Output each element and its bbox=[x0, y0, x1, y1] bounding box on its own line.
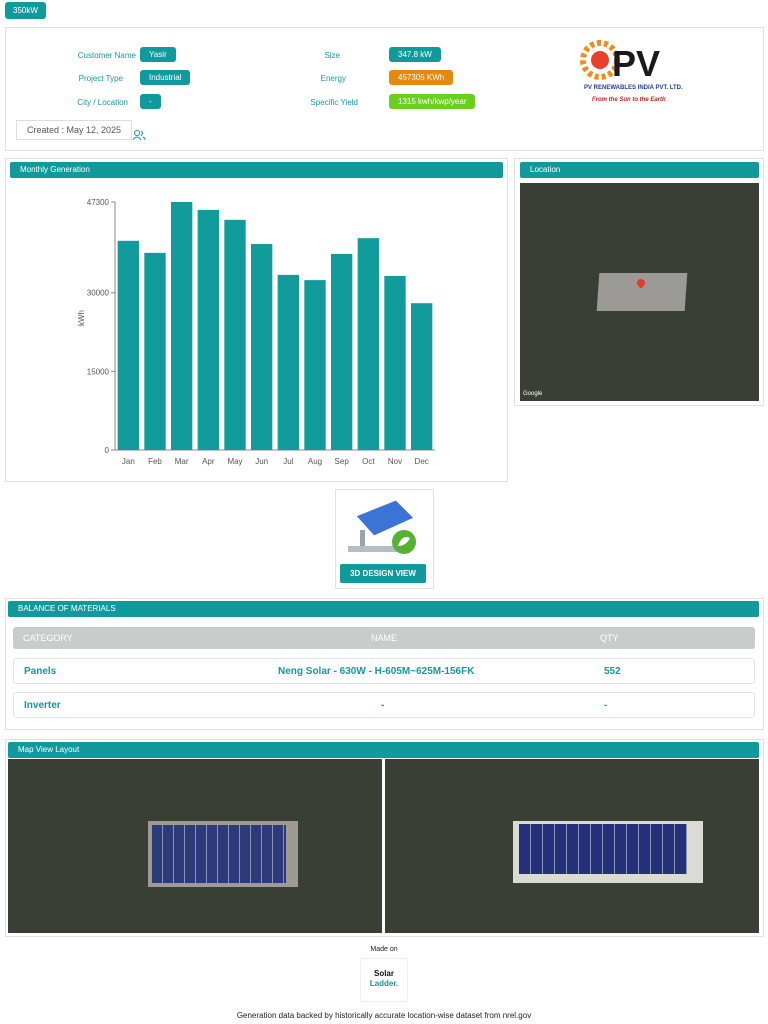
info-card: Customer Name Yasir Project Type Industr… bbox=[5, 27, 764, 151]
google-label: Google bbox=[523, 391, 543, 397]
field-label: Project Type bbox=[78, 74, 123, 83]
column-header: QTY bbox=[600, 633, 619, 643]
field-value: 457305 KWh bbox=[389, 70, 454, 85]
layout-map[interactable] bbox=[8, 759, 382, 933]
x-tick-label: Aug bbox=[308, 457, 322, 466]
logo-tagline: From the Sun to the Earth bbox=[592, 97, 666, 103]
brand-top: Solar bbox=[373, 969, 394, 978]
capacity-badge[interactable]: 350kW bbox=[5, 2, 46, 19]
bar bbox=[411, 303, 433, 450]
map-view-title: Map View Layout bbox=[8, 742, 759, 758]
chart: kWh 0 15000 30000 47300 Jan Feb Mar Apr May Jun Jul… bbox=[77, 198, 435, 466]
bar bbox=[171, 202, 193, 450]
materials-title: BALANCE OF MATERIALS bbox=[8, 601, 759, 617]
y-tick-label: 30000 bbox=[87, 289, 110, 298]
x-tick-label: Feb bbox=[148, 457, 162, 466]
brand-bottom: Ladder. bbox=[369, 979, 399, 988]
field-value: Yasir bbox=[140, 47, 176, 62]
bar bbox=[277, 274, 299, 450]
bar bbox=[251, 243, 273, 450]
footer-note: Generation data backed by historically a… bbox=[236, 1011, 532, 1020]
company-logo: PV PV RENEWABLES INDIA PVT. LTD. From th… bbox=[580, 40, 683, 103]
y-tick-label: 15000 bbox=[87, 367, 110, 376]
created-date: Created : May 12, 2025 bbox=[16, 120, 133, 140]
logo-company: PV RENEWABLES INDIA PVT. LTD. bbox=[584, 85, 683, 91]
layout-map[interactable] bbox=[385, 759, 759, 933]
field-value: 1315 kwh/kwp/year bbox=[389, 94, 476, 109]
bar bbox=[304, 280, 326, 450]
design-view-button[interactable]: 3D DESIGN VIEW bbox=[340, 564, 426, 583]
logo-mark: PV bbox=[612, 43, 660, 84]
column-header: CATEGORY bbox=[23, 633, 73, 643]
materials-card bbox=[5, 598, 764, 730]
bar bbox=[117, 240, 139, 450]
x-tick-label: Mar bbox=[175, 457, 189, 466]
field-value: - bbox=[140, 94, 161, 109]
column-header: NAME bbox=[371, 633, 398, 643]
bar bbox=[197, 209, 219, 450]
field-label: Specific Yield bbox=[310, 98, 358, 107]
location-title: Location bbox=[520, 162, 759, 178]
x-tick-label: Jun bbox=[255, 457, 268, 466]
panel-array bbox=[519, 824, 687, 874]
x-tick-label: Jan bbox=[122, 457, 135, 466]
bar bbox=[384, 275, 406, 450]
cell: Inverter bbox=[24, 700, 61, 711]
x-tick-label: Oct bbox=[362, 457, 375, 466]
field-value: 347.8 kW bbox=[389, 47, 441, 62]
users-icon[interactable] bbox=[132, 129, 146, 141]
bar bbox=[331, 253, 353, 450]
x-tick-label: Apr bbox=[202, 457, 215, 466]
field-label: Energy bbox=[320, 74, 346, 83]
y-tick-label: 0 bbox=[105, 446, 110, 455]
y-tick-label: 47300 bbox=[87, 198, 110, 207]
table-row: Inverter - - bbox=[13, 692, 755, 718]
field-label: Size bbox=[324, 51, 340, 60]
bar bbox=[144, 252, 166, 450]
panel-array bbox=[152, 825, 286, 883]
cell: Neng Solar - 630W - H-605M~625M-156FK bbox=[278, 666, 475, 677]
cell: 552 bbox=[604, 666, 621, 677]
field-value: Industrial bbox=[140, 70, 191, 85]
design-icon bbox=[348, 499, 416, 554]
bar bbox=[357, 238, 379, 450]
table-row: Panels Neng Solar - 630W - H-605M~625M-1… bbox=[13, 658, 755, 684]
x-tick-label: Dec bbox=[415, 457, 429, 466]
cell: - bbox=[381, 700, 385, 711]
brand-logo[interactable]: Solar Ladder. bbox=[360, 958, 408, 1002]
bar bbox=[224, 219, 246, 450]
chart-title: Monthly Generation bbox=[10, 162, 503, 178]
x-tick-label: Nov bbox=[388, 457, 402, 466]
field-label: City / Location bbox=[77, 98, 128, 107]
cell: Panels bbox=[24, 666, 57, 677]
design-card: 3D DESIGN VIEW bbox=[335, 489, 434, 589]
x-tick-label: Jul bbox=[283, 457, 293, 466]
cell: - bbox=[604, 700, 608, 711]
x-tick-label: Sep bbox=[335, 457, 350, 466]
y-axis-label: kWh bbox=[77, 310, 86, 326]
field-label: Customer Name bbox=[77, 51, 136, 60]
location-map[interactable]: Google bbox=[520, 183, 759, 401]
table-header: CATEGORY NAME QTY bbox=[13, 627, 755, 649]
made-on: Made on bbox=[370, 946, 398, 953]
x-tick-label: May bbox=[227, 457, 242, 466]
